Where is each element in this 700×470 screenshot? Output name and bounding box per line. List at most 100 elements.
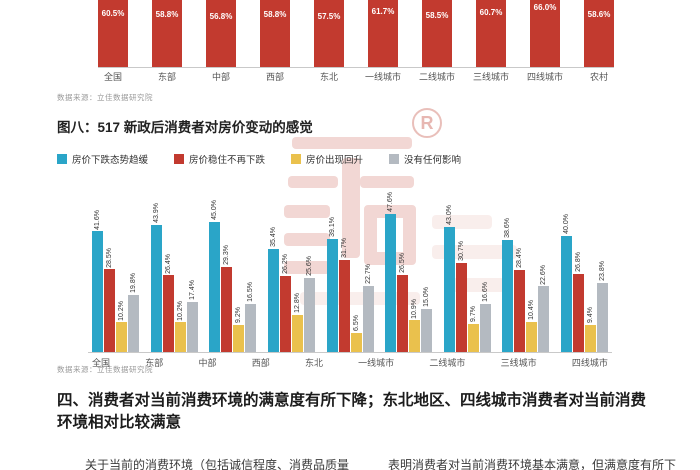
bar-column: 15.0% — [421, 287, 433, 352]
bar-value-label: 47.6% — [387, 192, 395, 212]
category-label: 农村 — [589, 72, 608, 82]
bar-column: 28.4% — [514, 248, 526, 352]
bar-value-label: 26.2% — [281, 254, 289, 275]
category-label: 西部 — [251, 358, 270, 368]
category-label: 东部 — [145, 358, 164, 368]
category-label: 中部 — [211, 72, 230, 82]
category-label: 东北 — [304, 358, 323, 368]
bar-segment — [476, 0, 506, 67]
bar-segment — [514, 269, 526, 352]
category-label: 二线城市 — [418, 72, 455, 82]
category-label: 全国 — [92, 358, 111, 368]
legend-label: 房价出现回升 — [306, 155, 364, 166]
bar-segment — [150, 224, 162, 352]
top-chart-bar: 58.5% — [422, 0, 452, 67]
bar-segment — [421, 308, 433, 352]
bar-value-label: 23.8% — [599, 261, 606, 281]
bar-value-label: 26.8% — [575, 252, 582, 273]
data-source-top: 数据来源：立佳数据研究院 — [57, 93, 153, 102]
bar-value-label: 19.8% — [130, 272, 137, 293]
category-label: 中部 — [198, 358, 217, 368]
bar-value-label: 31.7% — [340, 238, 348, 259]
bar-segment — [443, 227, 455, 352]
bar-segment — [233, 325, 245, 352]
grouped-chart-plot: 41.6% 28.5% 10.2% 19.8% 43.9% 26.4% 10.2% 17.4%… — [88, 178, 612, 353]
bar-column: 41.6% — [92, 210, 103, 352]
bar-column: 10.2% — [116, 301, 127, 352]
bar-column: 47.6% — [385, 192, 397, 352]
section4-heading: 四、消费者对当前消费环境的满意度有所下降；东北地区、四线城市消费者对当前消费环境… — [57, 392, 647, 431]
bar-value-label: 9.2% — [235, 307, 243, 324]
bar-column: 16.6% — [479, 282, 491, 352]
bar-segment — [409, 320, 421, 352]
bar-value-label: 10.9% — [411, 298, 419, 319]
bar-value-label: 30.7% — [457, 241, 465, 261]
bar-segment — [502, 240, 514, 352]
bar-segment — [530, 0, 560, 67]
category-label: 东部 — [157, 72, 176, 82]
bar-column: 43.9% — [150, 203, 162, 352]
bar-segment — [526, 321, 538, 352]
bar-segment — [422, 0, 452, 67]
bar-value-label: 58.5% — [425, 10, 449, 20]
category-label: 三线城市 — [500, 358, 537, 368]
bar-value-label: 40.0% — [563, 214, 570, 234]
data-source-figure8: 数据来源：立佳数据研究院 — [57, 365, 153, 374]
bar-column: 26.8% — [573, 252, 584, 352]
bar-column: 45.0% — [209, 200, 221, 352]
bar-column: 39.1% — [326, 217, 338, 352]
legend-label: 没有任何影响 — [404, 155, 462, 166]
category-label: 二线城市 — [429, 358, 466, 368]
legend-swatch-icon — [57, 154, 67, 164]
bar-value-label: 17.4% — [188, 279, 196, 300]
bar-value-label: 56.8% — [209, 12, 233, 22]
bar-value-label: 26.5% — [399, 253, 407, 274]
bar-column: 35.4% — [267, 227, 279, 352]
bar-value-label: 61.7% — [371, 7, 395, 17]
bar-segment — [338, 260, 350, 352]
legend-swatch-icon — [389, 154, 400, 164]
category-label: 一线城市 — [364, 72, 401, 82]
grouped-chart-category-axis: 全国 东部 中部 西部 东北 一线城市 二线城市 三线城市 四线城市 — [88, 356, 612, 369]
bar-value-label: 16.6% — [481, 282, 489, 302]
legend-swatch-icon — [291, 154, 302, 164]
bar-column: 29.3% — [221, 245, 233, 352]
bar-column: 9.7% — [467, 306, 479, 352]
legend-item: 没有任何影响 — [389, 152, 461, 166]
bar-group: 43.9% 26.4% 10.2% 17.4% — [150, 203, 198, 352]
bar-segment — [455, 262, 467, 352]
bar-column: 22.7% — [362, 264, 374, 352]
bar-value-label: 6.5% — [352, 315, 360, 332]
legend-item: 房价下跌态势趋缓 — [57, 152, 148, 166]
bar-segment — [221, 267, 233, 352]
category-label: 东北 — [319, 72, 338, 82]
bar-value-label: 10.2% — [176, 300, 184, 321]
bar-value-label: 43.0% — [445, 205, 453, 226]
bar-column: 28.5% — [104, 248, 115, 352]
bar-column: 26.4% — [162, 254, 174, 352]
bar-value-label: 25.6% — [305, 255, 313, 276]
bar-value-label: 41.6% — [94, 209, 101, 230]
legend-item: 房价出现回升 — [291, 152, 363, 166]
bar-group: 43.0% 30.7% 9.7% 16.6% — [443, 205, 491, 352]
bar-column: 19.8% — [128, 273, 139, 352]
bar-value-label: 66.0% — [533, 3, 557, 12]
figure8-grouped-bar-chart: 41.6% 28.5% 10.2% 19.8% 43.9% 26.4% 10.2% 17.4%… — [88, 178, 612, 369]
bottom-left-text: 关于当前的消费环境（包括诚信程度、消费品质量 — [85, 458, 350, 470]
bar-segment — [385, 213, 397, 352]
bar-column: 17.4% — [186, 279, 198, 352]
bar-value-label: 58.8% — [155, 10, 179, 20]
figure8-legend: 房价下跌态势趋缓 房价稳住不再下跌 房价出现回升 没有任何影响 — [57, 152, 461, 166]
top-chart-bar: 60.5% — [98, 0, 128, 67]
bar-column: 22.6% — [538, 265, 550, 352]
bar-segment — [174, 322, 186, 352]
bar-segment — [267, 249, 279, 352]
bar-segment — [397, 275, 409, 352]
bar-value-label: 12.8% — [293, 293, 301, 313]
top-chart-category-axis: 全国 东部 中部 西部 东北 一线城市 二线城市 三线城市 四线城市 农村 — [98, 70, 614, 83]
bar-segment — [128, 294, 139, 352]
bar-value-label: 35.4% — [269, 227, 277, 248]
bar-segment — [206, 0, 236, 67]
bar-segment — [303, 277, 315, 352]
